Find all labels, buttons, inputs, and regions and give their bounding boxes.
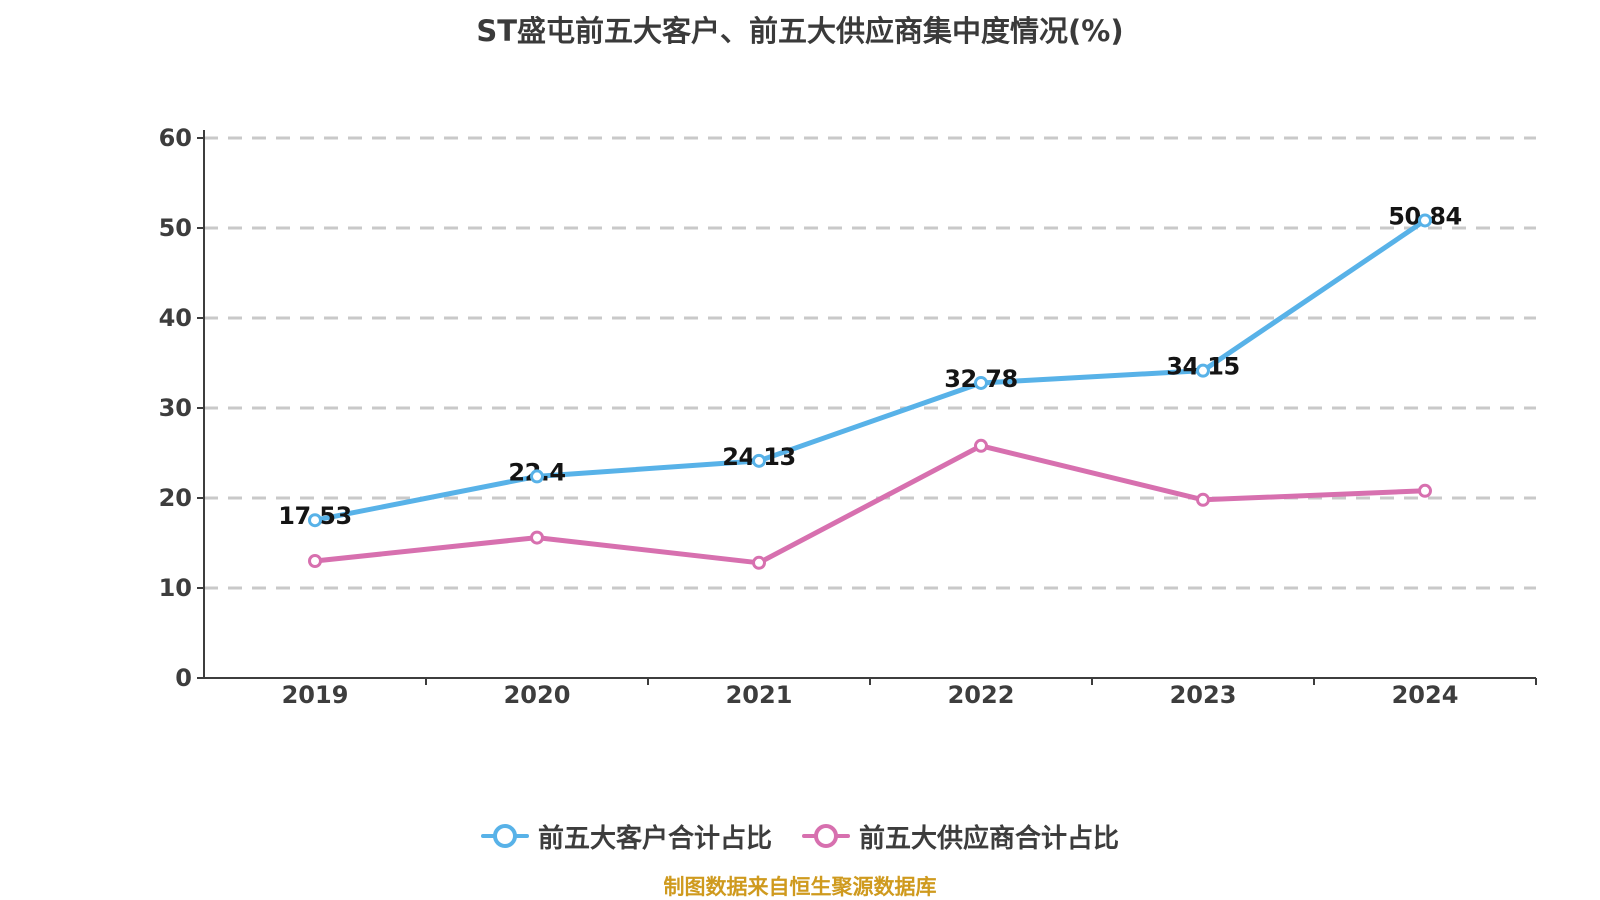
legend: 前五大客户合计占比 前五大供应商合计占比: [0, 812, 1600, 860]
y-tick-label-50: 50: [159, 214, 192, 242]
series-line-0: [312, 217, 1428, 523]
marker-series1-2020: [530, 530, 544, 545]
legend-label-suppliers: 前五大供应商合计占比: [859, 823, 1120, 854]
x-axis-label-2019: 2019: [282, 681, 349, 709]
marker-series0-2022: [974, 375, 988, 390]
legend-label-customers: 前五大客户合计占比: [537, 823, 772, 854]
legend-item-top5-customers[interactable]: 前五大客户合计占比: [480, 818, 772, 855]
x-axis-label-2022: 2022: [948, 681, 1015, 709]
legend-dot-suppliers: [814, 824, 838, 848]
y-tick-label-20: 20: [159, 484, 192, 512]
marker-series0-2020: [530, 469, 544, 484]
legend-line-dot-icon-suppliers: [802, 823, 850, 849]
marker-series0-2024: [1418, 213, 1432, 228]
y-tick-label-30: 30: [159, 394, 192, 422]
data-source-note: 制图数据来自恒生聚源数据库: [663, 875, 937, 899]
x-axis-label-2023: 2023: [1170, 681, 1237, 709]
marker-series1-2019: [308, 554, 322, 568]
x-axis-label-2020: 2020: [504, 681, 571, 709]
series-line-1: [312, 443, 1428, 566]
marker-series1-2022: [974, 438, 988, 453]
legend-line-dot-icon-customers: [480, 823, 529, 849]
y-tick-label-40: 40: [159, 304, 192, 332]
marker-series0-2019: [308, 513, 322, 528]
marker-series1-2021: [752, 555, 766, 570]
legend-item-top5-suppliers[interactable]: 前五大供应商合计占比: [802, 818, 1119, 855]
chart-title: ST盛屯前五大客户、前五大供应商集中度情况(%): [476, 14, 1124, 48]
y-tick-label-10: 10: [159, 574, 192, 602]
marker-series0-2023: [1196, 363, 1210, 378]
y-tick-label-0: 0: [175, 664, 192, 692]
marker-series1-2023: [1196, 492, 1210, 507]
x-axis-label-2021: 2021: [726, 681, 793, 709]
y-tick-label-60: 60: [159, 124, 192, 152]
marker-series1-2024: [1418, 483, 1432, 498]
x-axis-label-2024: 2024: [1392, 681, 1459, 709]
legend-dot-customers: [492, 824, 517, 848]
marker-series0-2021: [752, 453, 766, 468]
